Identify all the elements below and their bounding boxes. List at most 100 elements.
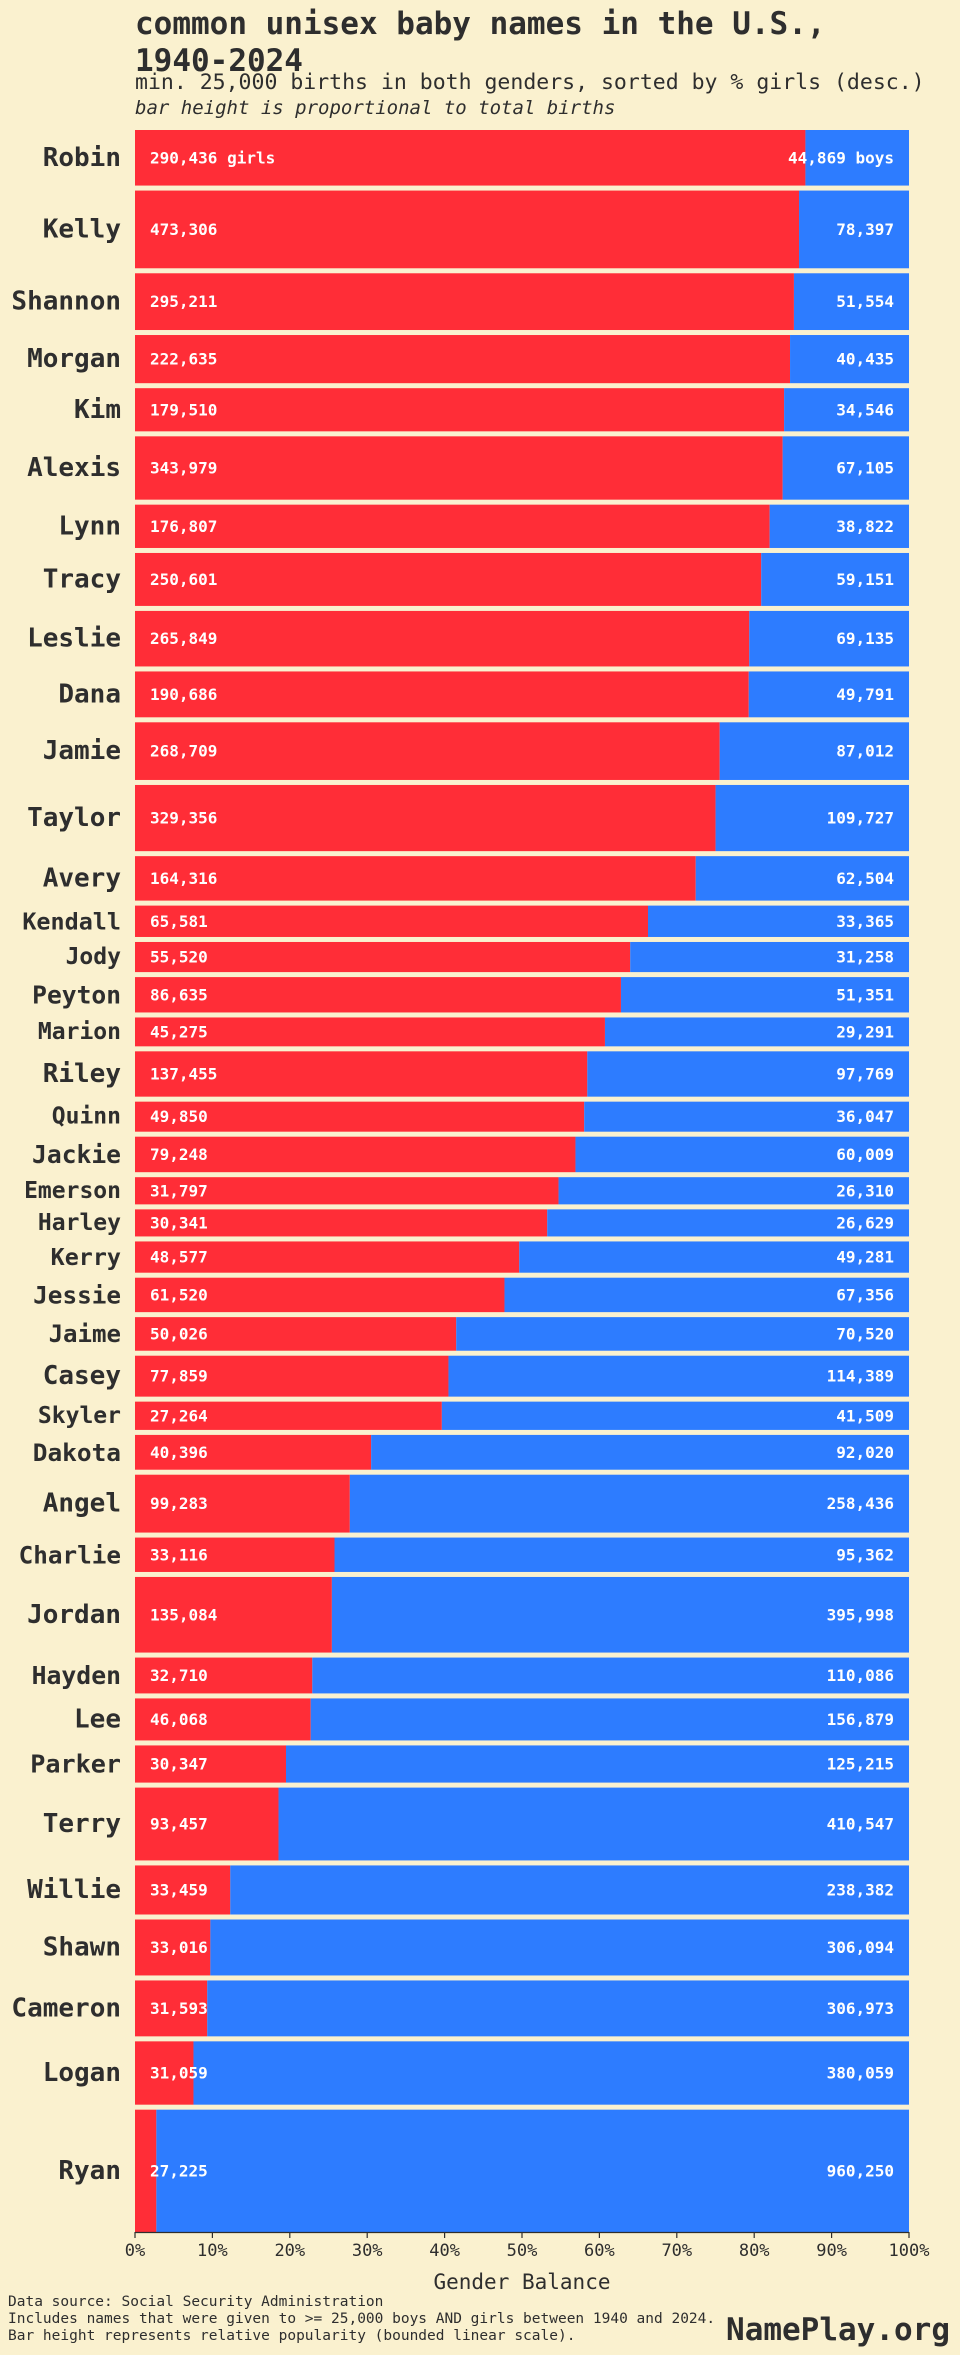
name-label: Kendall xyxy=(22,907,121,935)
boys-count-label: 306,094 xyxy=(827,1938,894,1957)
boys-count-label: 78,397 xyxy=(836,220,894,239)
name-label: Jackie xyxy=(32,1140,121,1169)
girls-bar xyxy=(135,1787,279,1861)
girls-count-label: 79,248 xyxy=(150,1145,208,1164)
boys-count-label: 395,998 xyxy=(827,1605,894,1624)
name-label: Kerry xyxy=(51,1243,121,1271)
boys-count-label: 69,135 xyxy=(836,629,894,648)
boys-count-label: 38,822 xyxy=(836,517,894,536)
boys-count-label: 110,086 xyxy=(827,1666,894,1685)
name-label: Robin xyxy=(43,143,121,173)
boys-bar xyxy=(715,784,909,852)
name-label: Peyton xyxy=(32,980,121,1009)
girls-bar xyxy=(135,335,791,384)
name-label: Skyler xyxy=(38,1403,121,1429)
name-label: Lynn xyxy=(58,511,121,541)
girls-bar xyxy=(135,1401,442,1430)
girls-bar xyxy=(135,436,783,500)
girls-count-label: 93,457 xyxy=(150,1815,208,1834)
girls-bar xyxy=(135,722,720,780)
boys-bar xyxy=(193,2041,909,2105)
boys-bar xyxy=(456,1317,909,1351)
girls-count-label: 31,593 xyxy=(150,1999,208,2018)
girls-count-label: 290,436 girls xyxy=(150,148,275,167)
girls-count-label: 48,577 xyxy=(150,1248,208,1267)
girls-bar xyxy=(135,784,716,852)
boys-count-label: 92,020 xyxy=(836,1443,894,1462)
girls-bar xyxy=(135,2041,194,2105)
boys-count-label: 97,769 xyxy=(836,1064,894,1083)
boys-bar xyxy=(799,190,909,269)
girls-bar xyxy=(135,388,785,432)
girls-count-label: 99,283 xyxy=(150,1494,208,1513)
name-label: Emerson xyxy=(24,1178,121,1204)
name-label: Leslie xyxy=(27,624,121,654)
girls-count-label: 50,026 xyxy=(150,1324,208,1343)
boys-count-label: 380,059 xyxy=(827,2064,894,2083)
x-tick-label: 0% xyxy=(125,2241,145,2261)
name-label: Dana xyxy=(58,679,121,709)
girls-count-label: 49,850 xyxy=(150,1107,208,1126)
name-label: Charlie xyxy=(19,1540,121,1569)
boys-bar xyxy=(620,977,909,1013)
girls-bar xyxy=(135,1657,313,1694)
x-tick-label: 60% xyxy=(584,2241,615,2261)
girls-count-label: 77,859 xyxy=(150,1367,208,1386)
footer-height-note: Bar height represents relative popularit… xyxy=(8,2328,576,2344)
girls-bar xyxy=(135,552,762,606)
boys-count-label: 70,520 xyxy=(836,1324,894,1343)
girls-bar xyxy=(135,504,770,548)
boys-bar xyxy=(156,2109,910,2232)
girls-bar xyxy=(135,1136,576,1173)
boys-bar xyxy=(441,1401,909,1430)
girls-bar xyxy=(135,1576,332,1653)
name-label: Willie xyxy=(27,1875,121,1905)
girls-count-label: 32,710 xyxy=(150,1666,208,1685)
boys-count-label: 125,215 xyxy=(827,1755,894,1774)
boys-count-label: 49,281 xyxy=(836,1248,894,1267)
girls-count-label: 61,520 xyxy=(150,1285,208,1304)
girls-count-label: 27,264 xyxy=(150,1406,208,1425)
boys-bar xyxy=(695,856,909,901)
girls-count-label: 265,849 xyxy=(150,629,217,648)
name-label: Taylor xyxy=(27,803,121,833)
girls-count-label: 135,084 xyxy=(150,1605,217,1624)
girls-bar xyxy=(135,671,749,718)
boys-count-label: 51,351 xyxy=(836,985,894,1004)
boys-bar xyxy=(278,1787,910,1861)
girls-count-label: 45,275 xyxy=(150,1022,208,1041)
name-label: Alexis xyxy=(27,453,121,483)
name-label: Ryan xyxy=(58,2156,121,2186)
boys-count-label: 114,389 xyxy=(827,1367,894,1386)
name-label: Hayden xyxy=(32,1661,121,1690)
boys-count-label: 26,629 xyxy=(836,1213,894,1232)
girls-count-label: 31,797 xyxy=(150,1181,208,1200)
girls-bar xyxy=(135,1177,559,1205)
name-label: Jamie xyxy=(43,736,121,766)
boys-bar xyxy=(782,436,909,500)
girls-bar xyxy=(135,1017,605,1047)
boys-bar xyxy=(719,722,909,780)
name-label: Quinn xyxy=(52,1104,121,1130)
boys-bar xyxy=(761,552,909,606)
boys-bar xyxy=(784,388,909,432)
boys-bar xyxy=(575,1136,909,1173)
boys-count-label: 156,879 xyxy=(827,1710,894,1729)
x-tick-label: 70% xyxy=(661,2241,692,2261)
boys-count-label: 95,362 xyxy=(836,1545,894,1564)
name-label: Casey xyxy=(43,1361,121,1391)
boys-count-label: 40,435 xyxy=(836,350,894,369)
boys-bar xyxy=(630,941,909,973)
boys-count-label: 34,546 xyxy=(836,400,894,419)
name-label: Jordan xyxy=(27,1600,121,1630)
name-label: Jody xyxy=(66,944,122,970)
name-label: Riley xyxy=(43,1059,121,1089)
boys-bar xyxy=(230,1865,909,1915)
name-label: Jaime xyxy=(49,1320,121,1348)
boys-bar xyxy=(558,1177,909,1205)
girls-count-label: 30,341 xyxy=(150,1213,208,1232)
girls-count-label: 295,211 xyxy=(150,292,217,311)
girls-count-label: 33,459 xyxy=(150,1880,208,1899)
footer-criteria: Includes names that were given to >= 25,… xyxy=(8,2311,716,2327)
boys-bar xyxy=(207,1980,909,2037)
